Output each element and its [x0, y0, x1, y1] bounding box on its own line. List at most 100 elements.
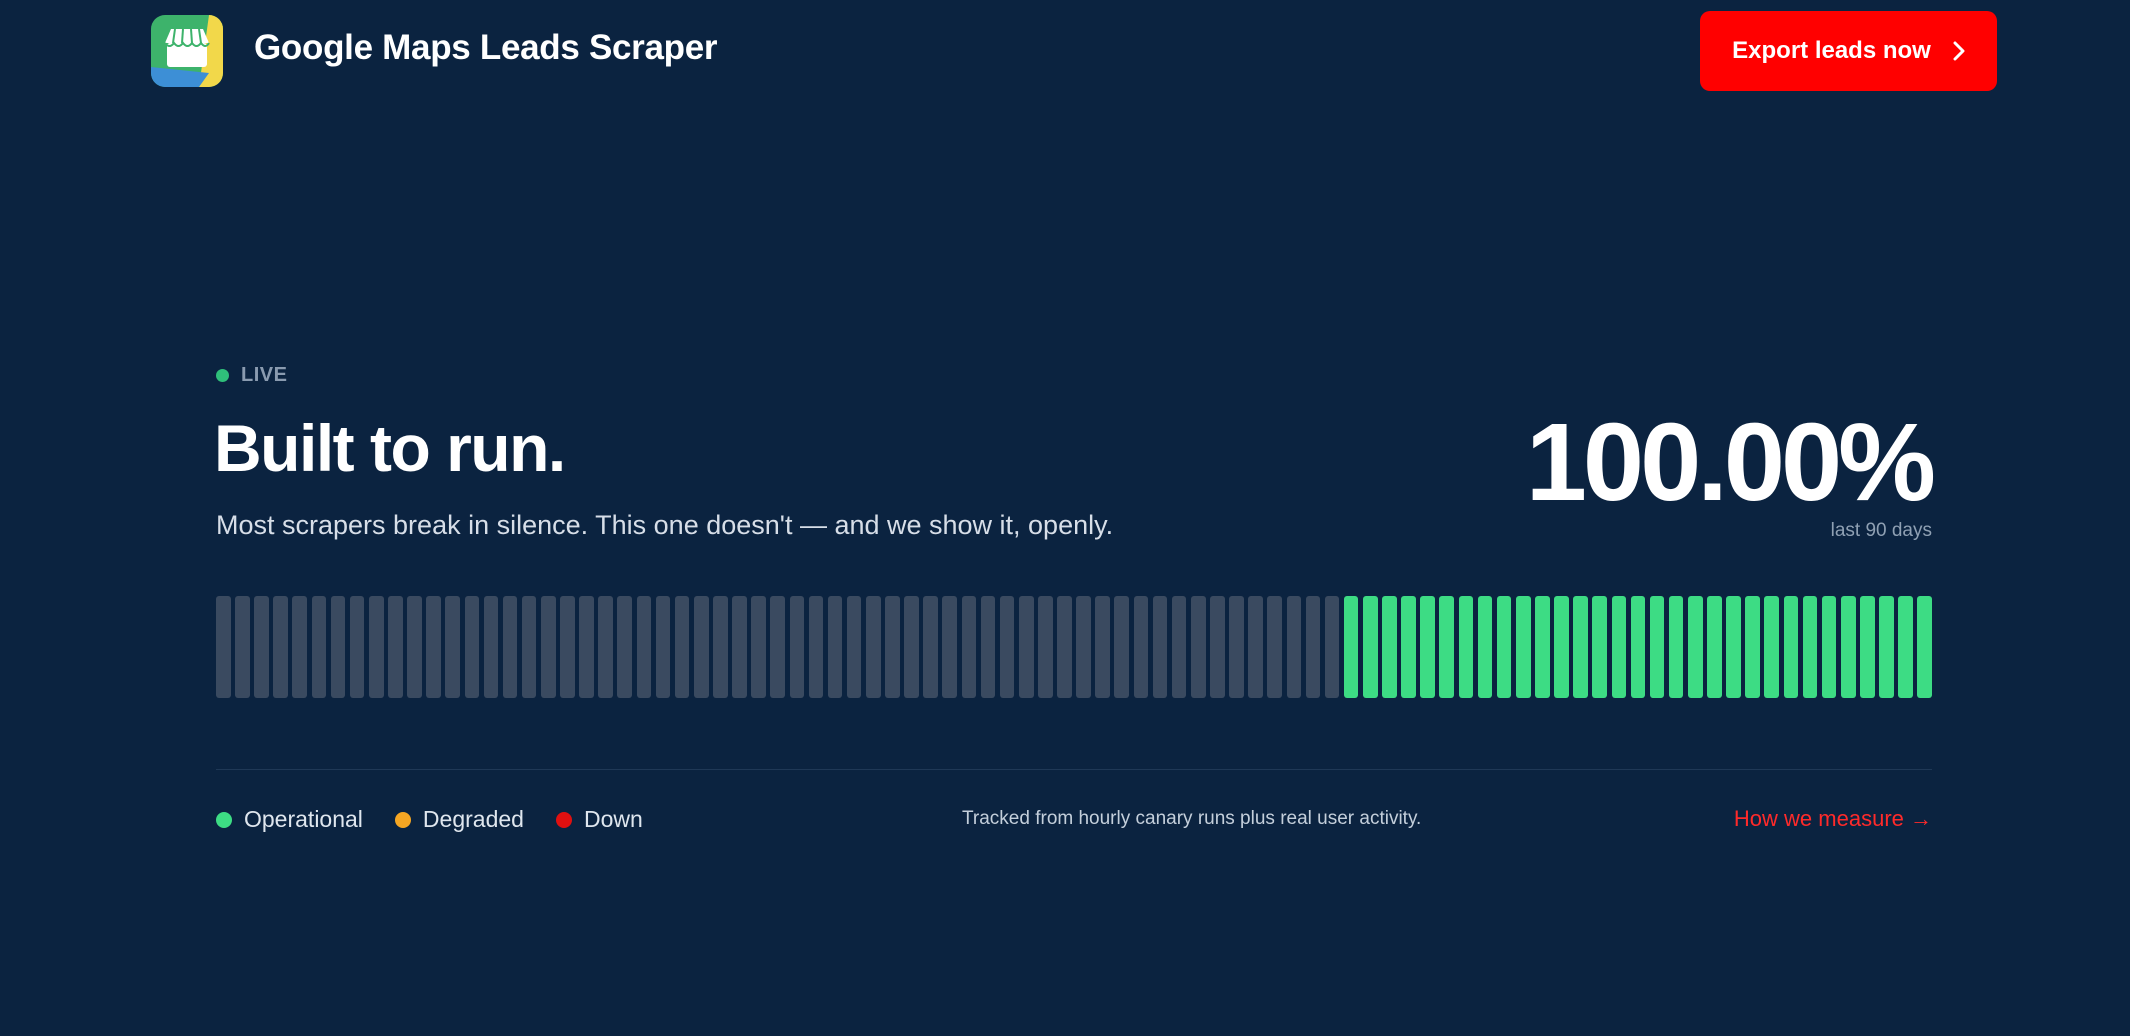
uptime-day-bar-no-data[interactable] [1152, 596, 1168, 698]
uptime-day-bar-no-data[interactable] [1095, 596, 1110, 698]
uptime-day-bar-operational[interactable] [1554, 596, 1569, 698]
uptime-day-bar-no-data[interactable] [445, 596, 460, 698]
uptime-day-bar-no-data[interactable] [1248, 596, 1263, 698]
uptime-history-bars [216, 596, 1932, 698]
uptime-day-bar-no-data[interactable] [349, 596, 365, 698]
uptime-day-bar-no-data[interactable] [789, 596, 805, 698]
uptime-day-bar-no-data[interactable] [368, 596, 384, 698]
legend-degraded-label: Degraded [422, 806, 524, 832]
uptime-day-bar-operational[interactable] [1420, 596, 1435, 698]
how-we-measure-link[interactable]: How we measure → [1733, 806, 1932, 831]
uptime-day-bar-no-data[interactable] [502, 596, 518, 698]
uptime-day-bar-operational[interactable] [1477, 596, 1493, 698]
uptime-day-bar-operational[interactable] [1879, 596, 1894, 698]
uptime-day-bar-operational[interactable] [1764, 596, 1780, 698]
uptime-day-bar-no-data[interactable] [521, 596, 537, 698]
uptime-day-bar-no-data[interactable] [330, 596, 346, 698]
uptime-day-bar-no-data[interactable] [770, 596, 785, 698]
uptime-day-bar-no-data[interactable] [923, 596, 938, 698]
export-leads-button[interactable]: Export leads now [1700, 11, 1997, 91]
uptime-day-bar-no-data[interactable] [1305, 596, 1321, 698]
site-header: Google Maps Leads Scraper Export leads n… [0, 0, 2130, 102]
uptime-day-bar-no-data[interactable] [1171, 596, 1187, 698]
uptime-day-bar-operational[interactable] [1611, 596, 1627, 698]
uptime-day-bar-no-data[interactable] [273, 596, 288, 698]
uptime-day-bar-operational[interactable] [1401, 596, 1416, 698]
uptime-day-bar-no-data[interactable] [961, 596, 977, 698]
uptime-day-bar-operational[interactable] [1726, 596, 1741, 698]
brand-name[interactable]: Google Maps Leads Scraper [254, 28, 718, 67]
uptime-day-bar-operational[interactable] [1382, 596, 1397, 698]
uptime-day-bar-no-data[interactable] [1114, 596, 1130, 698]
uptime-day-bar-operational[interactable] [1458, 596, 1474, 698]
uptime-day-bar-operational[interactable] [1821, 596, 1837, 698]
status-legend: Operational Degraded Down [216, 806, 675, 833]
uptime-day-bar-operational[interactable] [1802, 596, 1818, 698]
uptime-day-bar-no-data[interactable] [636, 596, 652, 698]
uptime-day-bar-no-data[interactable] [942, 596, 958, 698]
uptime-day-bar-no-data[interactable] [655, 596, 671, 698]
uptime-day-bar-operational[interactable] [1649, 596, 1665, 698]
uptime-day-bar-no-data[interactable] [1133, 596, 1149, 698]
uptime-day-bar-no-data[interactable] [713, 596, 728, 698]
uptime-day-bar-operational[interactable] [1917, 596, 1932, 698]
uptime-day-bar-no-data[interactable] [216, 596, 231, 698]
uptime-day-bar-operational[interactable] [1343, 596, 1359, 698]
uptime-day-bar-no-data[interactable] [598, 596, 613, 698]
uptime-day-bar-no-data[interactable] [1324, 596, 1340, 698]
uptime-day-bar-no-data[interactable] [1267, 596, 1283, 698]
degraded-dot-icon [394, 811, 411, 828]
uptime-day-bar-no-data[interactable] [579, 596, 594, 698]
uptime-day-bar-no-data[interactable] [292, 596, 308, 698]
uptime-day-bar-no-data[interactable] [693, 596, 709, 698]
uptime-day-bar-operational[interactable] [1630, 596, 1646, 698]
uptime-day-bar-no-data[interactable] [388, 596, 403, 698]
uptime-day-bar-no-data[interactable] [483, 596, 499, 698]
uptime-day-bar-no-data[interactable] [254, 596, 269, 698]
uptime-day-bar-no-data[interactable] [1038, 596, 1053, 698]
uptime-day-bar-operational[interactable] [1496, 596, 1512, 698]
uptime-day-bar-no-data[interactable] [1018, 596, 1034, 698]
uptime-day-bar-operational[interactable] [1573, 596, 1588, 698]
uptime-day-bar-operational[interactable] [1668, 596, 1684, 698]
uptime-day-bar-no-data[interactable] [1190, 596, 1206, 698]
uptime-day-bar-no-data[interactable] [674, 596, 690, 698]
uptime-day-bar-operational[interactable] [1535, 596, 1550, 698]
uptime-day-bar-no-data[interactable] [808, 596, 824, 698]
uptime-day-bar-operational[interactable] [1687, 596, 1703, 698]
app-logo-icon[interactable] [151, 15, 223, 87]
uptime-day-bar-no-data[interactable] [980, 596, 996, 698]
uptime-day-bar-no-data[interactable] [846, 596, 862, 698]
uptime-day-bar-operational[interactable] [1860, 596, 1875, 698]
uptime-day-bar-no-data[interactable] [885, 596, 900, 698]
uptime-day-bar-no-data[interactable] [407, 596, 422, 698]
uptime-day-bar-no-data[interactable] [426, 596, 441, 698]
uptime-day-bar-no-data[interactable] [827, 596, 843, 698]
uptime-day-bar-no-data[interactable] [560, 596, 575, 698]
uptime-day-bar-operational[interactable] [1439, 596, 1455, 698]
uptime-day-bar-no-data[interactable] [751, 596, 766, 698]
uptime-day-bar-no-data[interactable] [464, 596, 480, 698]
uptime-day-bar-operational[interactable] [1745, 596, 1760, 698]
uptime-day-bar-no-data[interactable] [1210, 596, 1225, 698]
uptime-day-bar-no-data[interactable] [540, 596, 556, 698]
uptime-day-bar-no-data[interactable] [1286, 596, 1302, 698]
uptime-day-bar-operational[interactable] [1783, 596, 1799, 698]
uptime-day-bar-no-data[interactable] [1076, 596, 1091, 698]
legend-down: Down [555, 806, 643, 833]
uptime-day-bar-no-data[interactable] [904, 596, 919, 698]
uptime-day-bar-no-data[interactable] [1229, 596, 1244, 698]
uptime-day-bar-no-data[interactable] [865, 596, 881, 698]
uptime-day-bar-no-data[interactable] [617, 596, 633, 698]
uptime-day-bar-operational[interactable] [1515, 596, 1531, 698]
uptime-day-bar-operational[interactable] [1707, 596, 1722, 698]
uptime-day-bar-operational[interactable] [1592, 596, 1607, 698]
uptime-day-bar-operational[interactable] [1898, 596, 1913, 698]
uptime-day-bar-no-data[interactable] [235, 596, 250, 698]
uptime-day-bar-no-data[interactable] [311, 596, 327, 698]
uptime-day-bar-operational[interactable] [1840, 596, 1856, 698]
uptime-day-bar-no-data[interactable] [732, 596, 747, 698]
uptime-day-bar-operational[interactable] [1363, 596, 1378, 698]
uptime-day-bar-no-data[interactable] [1057, 596, 1072, 698]
uptime-day-bar-no-data[interactable] [999, 596, 1015, 698]
